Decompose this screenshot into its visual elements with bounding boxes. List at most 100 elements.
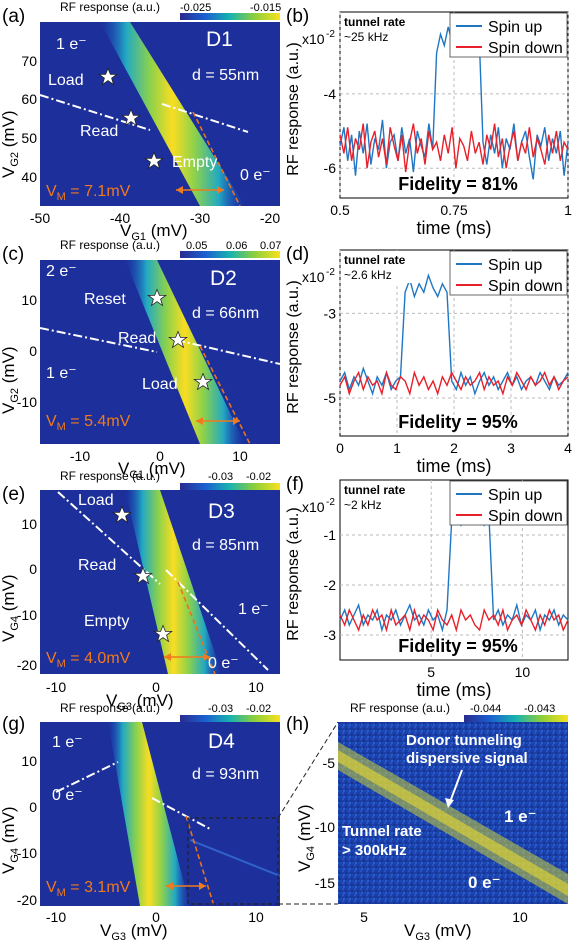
x-tick: 10 [248, 679, 264, 695]
y-tick: -20 [17, 892, 37, 908]
charge-transition-line [161, 103, 249, 133]
x-tick: -20 [260, 210, 280, 226]
colorbar-tick: 0.06 [226, 240, 247, 252]
legend-box [449, 250, 568, 296]
series-line-spin-down [339, 123, 569, 173]
colorbar [180, 483, 280, 490]
y-axis-label: VG4 (mV) [0, 806, 21, 874]
y-tick: -3 [324, 627, 337, 643]
legend-box [449, 480, 568, 526]
panel-label: (d) [286, 244, 309, 265]
tunnel-rate-line: Tunnel rate [342, 823, 422, 840]
star-label: Read [80, 123, 118, 140]
panel-h: (h) RF response (a.u.) -0.044 -0.043 Don… [286, 701, 568, 943]
y-axis-label: RF response (a.u.) [285, 280, 302, 413]
x-tick: 0.5 [330, 202, 350, 218]
x-tick: 0 [336, 440, 344, 456]
vm-label: VM = 3.1mV [46, 879, 131, 899]
distance-label: d = 93nm [192, 766, 259, 783]
legend-label: Spin up [488, 257, 542, 274]
panel-label: (b) [286, 6, 309, 27]
transition-line [100, 22, 245, 206]
charge-transition-line [165, 569, 269, 671]
y-axis-label: RF response (a.u.) [285, 507, 302, 640]
x-axis-label: VG1 (mV) [120, 221, 188, 243]
charge-label: 1 e⁻ [56, 36, 87, 53]
colorbar-tick: -0.044 [470, 703, 501, 715]
y-tick: 0 [29, 561, 37, 577]
x-tick: 5 [360, 909, 368, 925]
x-axis-label: VG3 (mV) [106, 691, 174, 713]
transition-line [108, 722, 190, 906]
panel-label: (c) [2, 244, 24, 265]
y-tick: 10 [21, 292, 37, 308]
panel-d: (d) -3 -5 0 1 2 3 4 x10 -2 tunnel rate~2.6 kHz Spin… [285, 244, 572, 476]
annotation-arrowhead [445, 798, 454, 808]
extrapolated-line [199, 345, 251, 445]
x-tick: 10 [512, 909, 528, 925]
y-multiplier: x10 [302, 31, 325, 47]
distance-label: d = 66nm [192, 305, 259, 322]
y-tick: 70 [21, 53, 37, 69]
star-label: Empty [172, 154, 217, 171]
y-tick: 0 [29, 799, 37, 815]
y-tick: -4 [324, 86, 337, 102]
y-multiplier: x10 [302, 269, 325, 285]
fidelity-label: Fidelity = 95% [398, 412, 518, 432]
star-label: Read [78, 557, 116, 574]
colorbar [464, 715, 568, 722]
legend-label: Spin up [488, 487, 542, 504]
charge-label: 1 e⁻ [238, 601, 269, 618]
x-tick: 0 [152, 679, 160, 695]
extrapolated-line [192, 111, 241, 207]
tunnel-rate-value: ~2.6 kHz [344, 268, 392, 282]
charge-transition-line [151, 797, 213, 831]
colorbar-tick: -0.02 [246, 703, 271, 715]
star-label: Reset [84, 291, 126, 308]
y-tick: 60 [21, 91, 37, 107]
device-label: D4 [208, 730, 235, 753]
extrapolated-line [177, 581, 216, 675]
colorbar-tick: -0.03 [208, 703, 233, 715]
y-tick: -10 [17, 394, 37, 410]
panel-g: (g) RF response (a.u.) -0.03 -0.02 1 e⁻ … [0, 701, 280, 943]
x-tick: -30 [190, 210, 210, 226]
colorbar-tick: -0.03 [208, 471, 233, 483]
zoom-box [187, 817, 279, 905]
colorbar-tick: -0.025 [180, 2, 211, 14]
colorbar-title: RF response (a.u.) [60, 469, 160, 483]
y-tick: -6 [324, 160, 337, 176]
y-tick: -10 [17, 845, 37, 861]
x-tick: 10 [232, 448, 248, 464]
device-label: D2 [210, 267, 237, 290]
x-tick: -40 [110, 210, 130, 226]
panel-a: (a) RF response (a.u.) -0.025 -0.015 1 e… [0, 0, 281, 243]
y-tick: 10 [21, 753, 37, 769]
y-multiplier-exponent: -2 [326, 29, 335, 40]
distance-label: d = 55nm [192, 67, 259, 84]
y-multiplier: x10 [302, 499, 325, 515]
star-label: Load [48, 72, 84, 89]
colorbar-tick: 0.05 [186, 240, 207, 252]
colorbar [180, 13, 280, 20]
annotation-arrow [449, 769, 463, 803]
y-tick: -10 [315, 819, 335, 835]
charge-transition-line [175, 339, 281, 365]
vm-label: VM = 4.0mV [46, 650, 131, 670]
tunnel-rate-box [341, 13, 419, 45]
tunnel-rate-value: ~25 kHz [344, 30, 388, 44]
x-tick: 3 [507, 440, 515, 456]
y-tick: -20 [17, 657, 37, 673]
y-tick: 50 [21, 130, 37, 146]
x-axis-label: time (ms) [417, 218, 492, 238]
vm-label: VM = 7.1mV [46, 183, 131, 203]
tunnel-rate-label: tunnel rate [344, 15, 406, 29]
series-line-spin-down [339, 607, 569, 633]
x-tick: 0.75 [440, 202, 467, 218]
tunnel-rate-value: ~2 kHz [344, 498, 382, 512]
panel-c: (c) RF response (a.u.) 0.05 0.06 0.07 2 … [0, 238, 281, 481]
charge-label: 0 e⁻ [52, 787, 83, 804]
